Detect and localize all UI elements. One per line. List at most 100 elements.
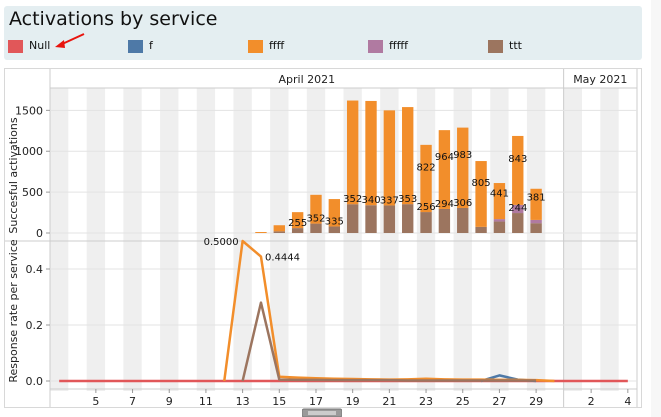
- weekend-bands: [50, 88, 619, 391]
- legend-label-f: f: [149, 39, 153, 52]
- legend-label-null: Null: [29, 39, 51, 52]
- bar-ffff: [255, 232, 267, 233]
- bar-ffff: [475, 161, 487, 227]
- bar-ttt: [420, 212, 432, 233]
- bar-ffff: [457, 127, 469, 208]
- legend-swatch-f: [128, 40, 143, 53]
- bar-ttt: [493, 221, 506, 233]
- vertical-scrollbar[interactable]: [651, 0, 661, 417]
- x-tick-label: 29: [529, 395, 543, 407]
- bar-ffff: [310, 194, 322, 224]
- x-tick-label: 5: [92, 395, 99, 407]
- bar-label-ttt: 352: [306, 214, 325, 225]
- month-label-april: April 2021: [278, 73, 335, 86]
- x-tick-label: 2: [588, 395, 595, 407]
- day-band: [563, 88, 582, 391]
- axes: April 2021 May 2021 0 500 1000 1500Succesful …: [5, 69, 638, 408]
- bar-ttt: [346, 204, 359, 233]
- bar-ffff: [530, 188, 542, 220]
- day-band: [416, 88, 436, 391]
- bar-ttt: [438, 208, 451, 233]
- chart-header: Activations by service Null f ffff fffff…: [4, 6, 642, 60]
- bar-ffff: [346, 100, 359, 205]
- x-tick-label: 11: [199, 395, 213, 407]
- legend-swatch-ffff: [248, 40, 263, 53]
- bar-ttt: [291, 228, 304, 233]
- bar-label-total: 822: [417, 162, 436, 173]
- x-tick-label: 13: [236, 395, 250, 407]
- bottom-ytick-label: 0.0: [26, 375, 44, 388]
- bar-label-total: 964: [435, 152, 454, 163]
- bar-ffff: [420, 144, 432, 213]
- bar-label-ttt: 294: [435, 199, 454, 210]
- x-tick-label: 9: [166, 395, 173, 407]
- horizontal-scroll-handle-icon[interactable]: [302, 407, 342, 417]
- bar-fffff: [530, 219, 542, 224]
- chart-svg: April 2021 May 2021 0 500 1000 1500Succesful …: [5, 69, 638, 408]
- bar-series: [255, 100, 542, 233]
- x-tick-label: 25: [456, 395, 470, 407]
- day-band: [600, 88, 619, 391]
- day-band: [233, 88, 252, 391]
- bar-label-total: 441: [490, 189, 509, 200]
- legend-label-ttt: ttt: [509, 39, 522, 52]
- bar-fffff: [493, 219, 506, 222]
- bar-label-ttt: 255: [288, 218, 307, 229]
- bar-ttt: [530, 223, 542, 233]
- bar-ffff: [402, 107, 414, 205]
- bar-ttt: [475, 226, 487, 233]
- bar-label-ttt: 340: [361, 195, 380, 206]
- bar-label-ttt: 352: [343, 194, 362, 205]
- bar-ttt: [310, 223, 322, 233]
- bar-label-ttt: 306: [453, 198, 472, 209]
- bar-label-ttt: 256: [417, 202, 436, 213]
- day-band: [160, 88, 179, 391]
- bar-ffff: [438, 130, 451, 209]
- day-band: [86, 88, 106, 391]
- bar-ttt: [365, 205, 377, 233]
- line-ttt: [241, 301, 537, 382]
- annotation-arrow-icon: [55, 33, 85, 48]
- top-ytick-label: 500: [22, 186, 43, 199]
- line-point-label: 0.5000: [204, 237, 239, 248]
- day-band: [270, 88, 289, 391]
- bar-ffff: [291, 212, 304, 229]
- bar-ttt: [402, 204, 414, 233]
- bar-label-ttt: 335: [325, 216, 344, 227]
- legend-swatch-null: [8, 40, 23, 53]
- bar-label-ttt: 244: [508, 203, 527, 214]
- x-tick-label: 27: [492, 395, 506, 407]
- x-tick-label: 21: [382, 395, 396, 407]
- bar-label-total: 843: [508, 154, 527, 165]
- bar-ttt: [383, 205, 396, 233]
- line-point-label: 0.4444: [265, 253, 300, 264]
- day-band: [123, 88, 142, 391]
- bottom-ytick-label: 0.2: [26, 319, 44, 332]
- bar-fffff: [512, 204, 524, 214]
- day-band: [490, 88, 509, 391]
- bar-ffff: [328, 199, 341, 227]
- bar-ffff: [493, 183, 506, 220]
- chart-frame: April 2021 May 2021 0 500 1000 1500 Succesful …: [4, 68, 642, 408]
- day-band: [526, 88, 546, 391]
- legend-swatch-ttt: [488, 40, 503, 53]
- x-tick-label: 4: [624, 395, 631, 407]
- bar-label-total: 381: [527, 193, 546, 204]
- bar-ffff: [512, 135, 524, 205]
- legend-label-fffff: fffff: [389, 39, 409, 52]
- bar-ffff: [383, 110, 396, 206]
- bar-ttt: [457, 207, 469, 233]
- bar-label-ttt: 353: [398, 194, 417, 205]
- bar-label-total: 983: [453, 150, 472, 161]
- x-tick-label: 23: [419, 395, 433, 407]
- bar-label-total: 805: [472, 178, 491, 189]
- line-series: [59, 239, 628, 383]
- day-band: [196, 88, 216, 391]
- top-ytick-label: 1500: [15, 104, 43, 117]
- month-label-may: May 2021: [573, 73, 627, 86]
- bar-ttt: [328, 226, 341, 233]
- bottom-ylabel: Response rate per service: [7, 239, 20, 383]
- x-tick-label: 17: [309, 395, 323, 407]
- x-tick-label: 19: [346, 395, 360, 407]
